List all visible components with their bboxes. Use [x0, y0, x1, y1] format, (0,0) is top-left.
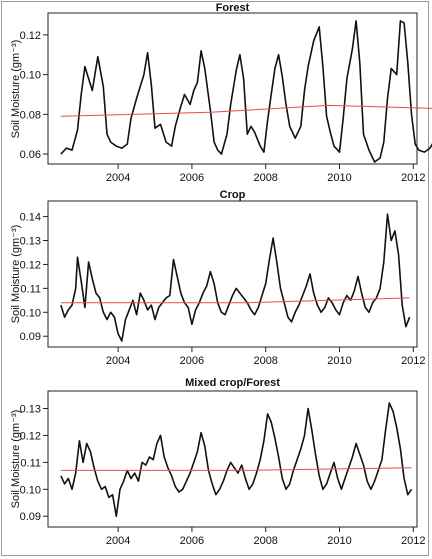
forest-y-tick-label: 0.06	[20, 149, 41, 161]
mixed-crop-forest-y-tick-label: 0.10	[20, 484, 41, 496]
mixed-crop-forest-title: Mixed crop/Forest	[185, 377, 280, 389]
forest-panel: Forest Soil Moisture (gm⁻³) 0.06 0.08 0.10 0.…	[10, 2, 432, 184]
forest-y-axis-label: Soil Moisture (gm⁻³)	[10, 40, 22, 139]
mixed-crop-forest-y-tick-label: 0.09	[20, 511, 41, 523]
mixed-crop-forest-y-axis-label: Soil Moisture (gm⁻³)	[10, 410, 22, 509]
crop-y-tick-label: 0.09	[20, 331, 41, 343]
mixed-crop-forest-y-tick-label: 0.13	[20, 404, 41, 416]
mixed-crop-forest-x-tick-label: 2012	[401, 535, 425, 547]
forest-x-tick-label: 2006	[180, 172, 204, 184]
mixed-crop-forest-y-tick-label: 0.12	[20, 430, 41, 442]
forest-y-tick-label: 0.10	[20, 70, 41, 82]
mixed-crop-forest-x-tick-label: 2010	[327, 535, 351, 547]
mixed-crop-forest-y-tick-label: 0.11	[20, 457, 41, 469]
crop-y-tick-label: 0.11	[20, 283, 41, 295]
forest-title: Forest	[216, 2, 250, 14]
crop-x-tick-label: 2006	[180, 355, 204, 367]
crop-y-tick-label: 0.10	[20, 307, 41, 319]
forest-x-tick-label: 2008	[253, 172, 277, 184]
crop-x-tick-label: 2008	[253, 355, 277, 367]
crop-title: Crop	[220, 189, 246, 201]
mixed-crop-forest-x-tick-label: 2008	[253, 535, 277, 547]
forest-x-tick-label: 2010	[327, 172, 351, 184]
crop-y-tick-label: 0.12	[20, 259, 41, 271]
forest-soil-moisture-line	[60, 20, 432, 163]
crop-x-tick-label: 2012	[401, 355, 425, 367]
crop-soil-moisture-line	[60, 213, 411, 342]
forest-x-tick-label: 2012	[401, 172, 425, 184]
mixed-crop-forest-plot-box	[47, 390, 418, 528]
mixed-crop-forest-x-tick-label: 2004	[106, 535, 130, 547]
forest-x-tick-label: 2004	[106, 172, 130, 184]
crop-y-axis-label: Soil Moisture (gm⁻³)	[10, 225, 22, 324]
mixed-crop-forest-trend-line	[60, 467, 412, 471]
crop-trend-line	[60, 297, 410, 304]
crop-y-tick-label: 0.13	[20, 235, 41, 247]
crop-x-tick-label: 2010	[327, 355, 351, 367]
crop-panel: Crop Soil Moisture (gm⁻³) 0.09 0.10 0.11 0.12…	[10, 189, 426, 367]
mixed-crop-forest-panel: Mixed crop/Forest Soil Moisture (gm⁻³) 0.0…	[10, 377, 426, 547]
forest-trend-line	[60, 104, 432, 117]
mixed-crop-forest-soil-moisture-line	[60, 402, 413, 517]
forest-plot-box	[47, 12, 418, 165]
forest-y-tick-label: 0.08	[20, 109, 41, 121]
forest-y-tick-label: 0.12	[20, 30, 41, 42]
crop-y-tick-label: 0.14	[20, 212, 41, 224]
crop-plot-box	[47, 200, 418, 348]
crop-x-tick-label: 2004	[106, 355, 130, 367]
mixed-crop-forest-x-tick-label: 2006	[180, 535, 204, 547]
